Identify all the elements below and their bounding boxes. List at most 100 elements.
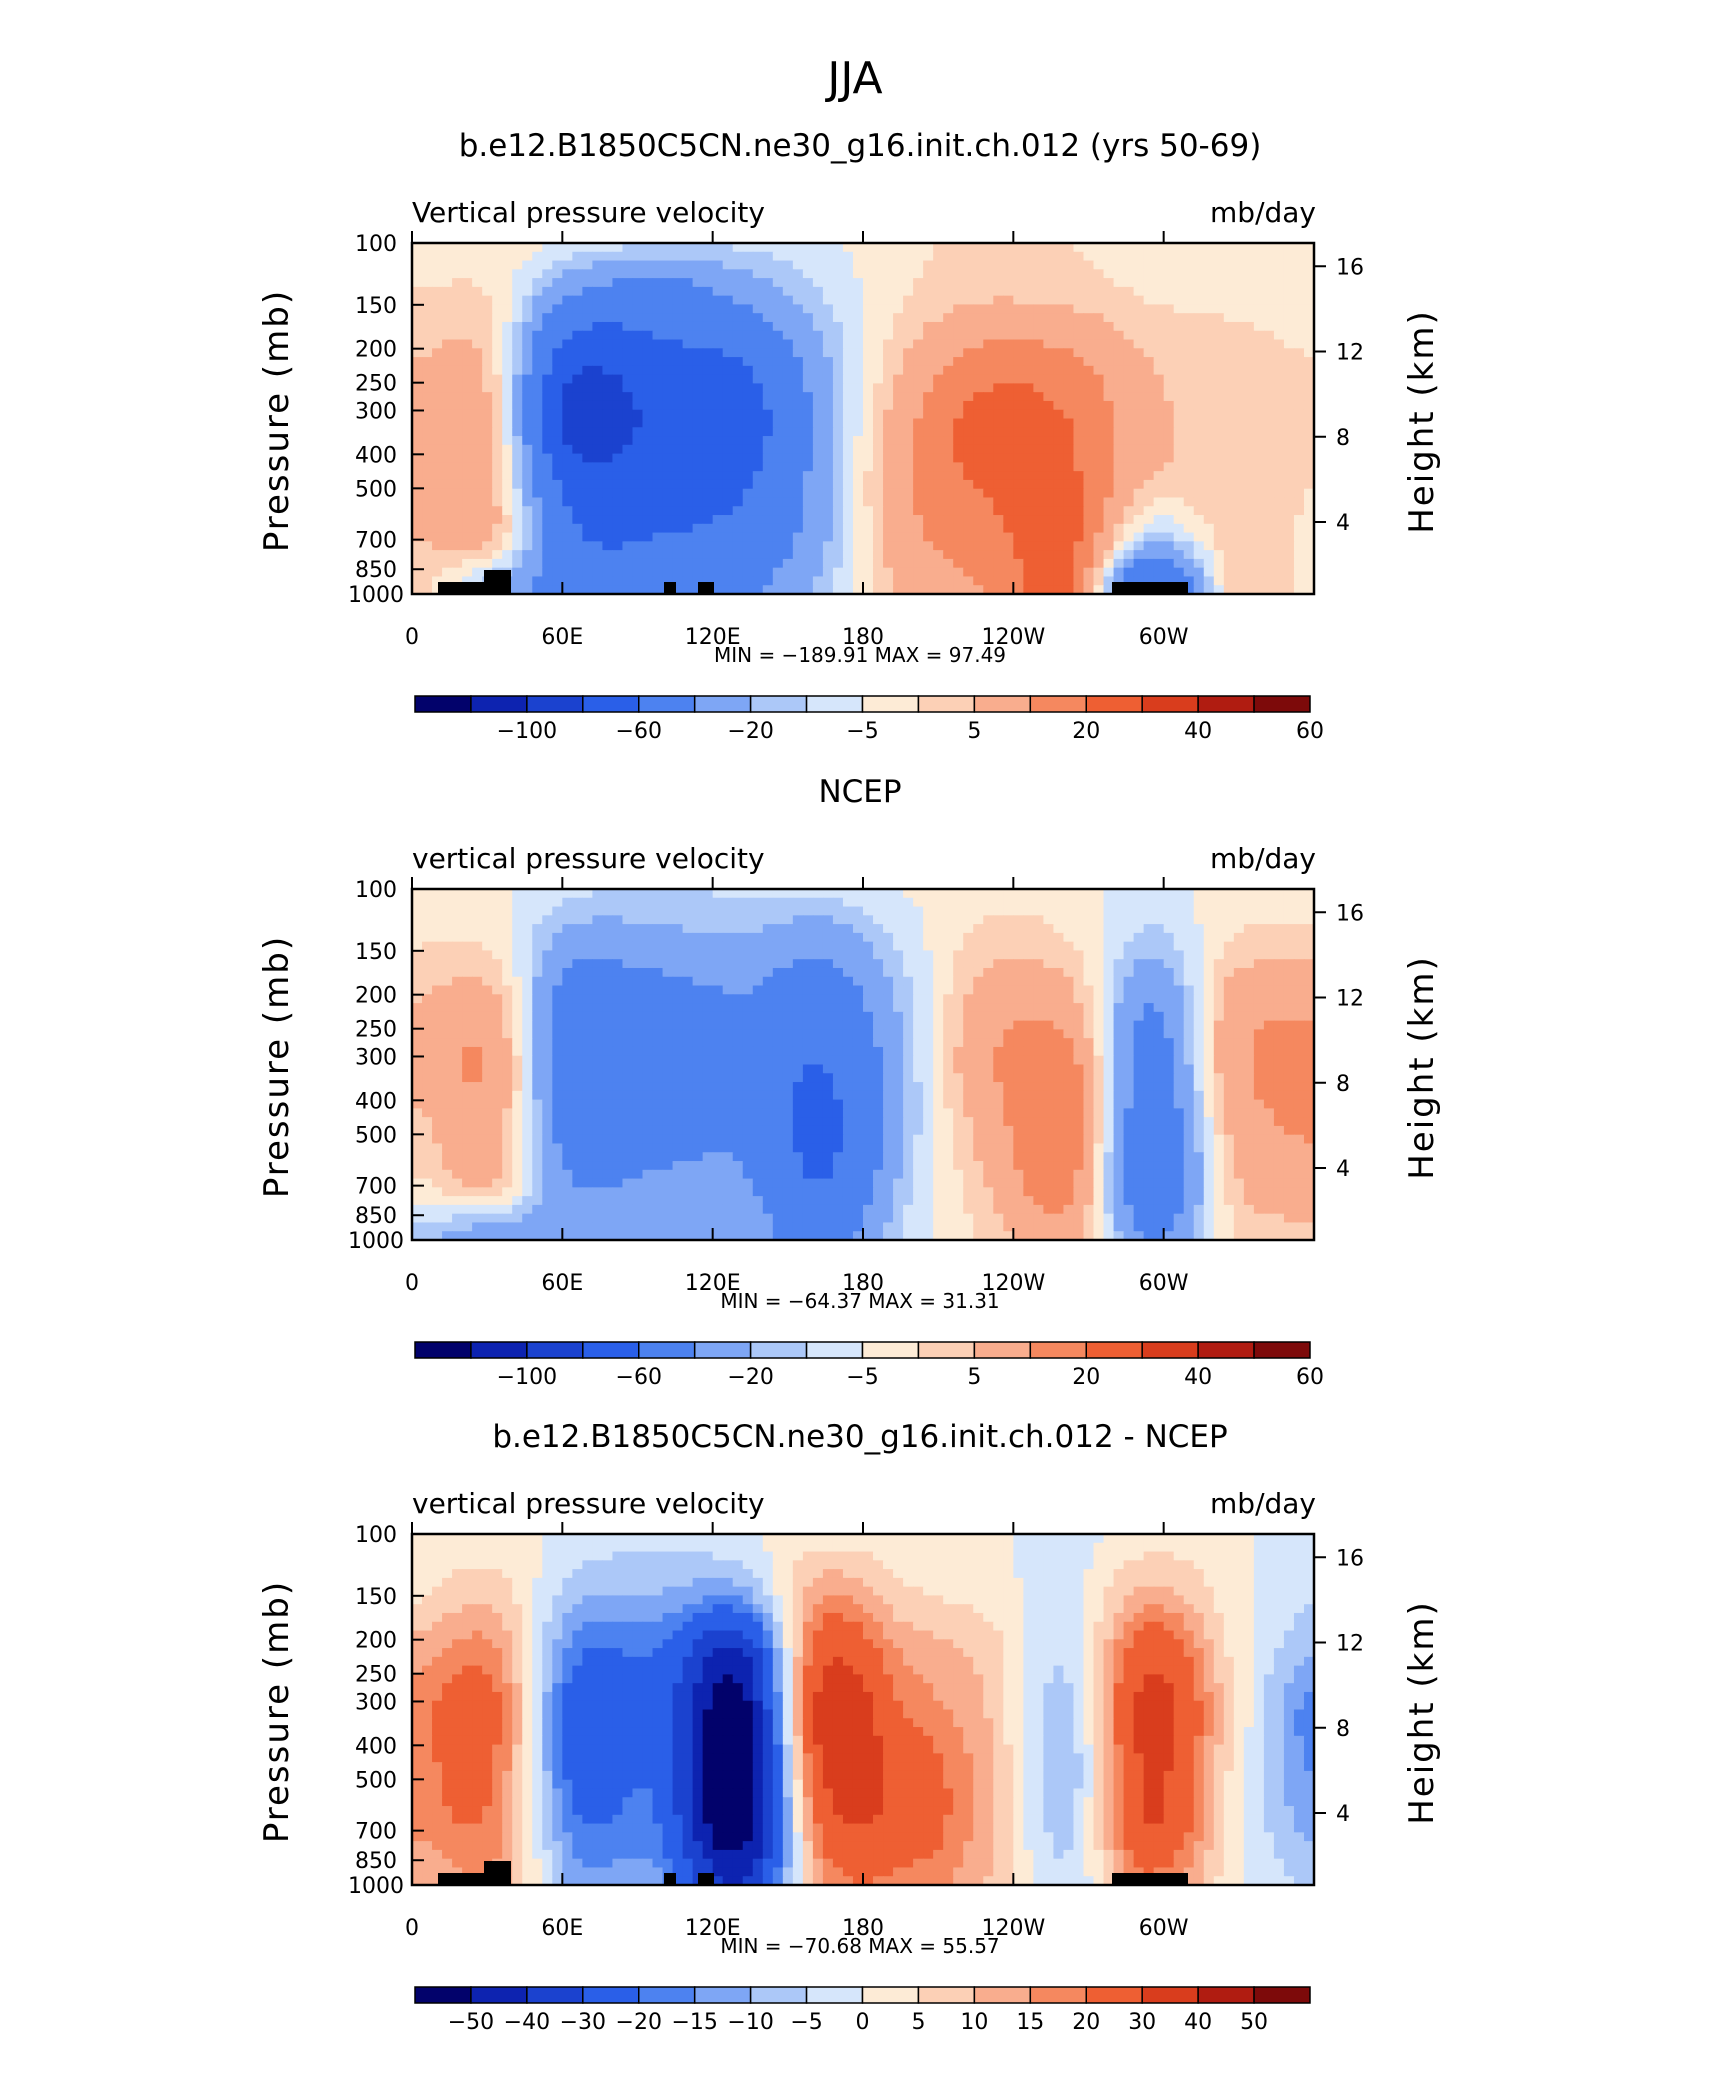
contour-cell (652, 932, 664, 943)
contour-cell (1033, 269, 1044, 279)
contour-cell (1023, 959, 1034, 969)
contour-cell (562, 295, 573, 306)
contour-cell (602, 260, 614, 270)
contour-cell (1043, 550, 1055, 560)
contour-cell (1093, 453, 1105, 463)
contour-cell (742, 313, 754, 323)
contour-cell (432, 488, 443, 499)
contour-cell (1193, 932, 1205, 943)
contour-cell (1193, 1003, 1205, 1013)
contour-cell (1113, 453, 1125, 463)
contour-cell (452, 523, 463, 534)
contour-cell (1143, 444, 1155, 455)
contour-cell (662, 950, 674, 960)
contour-cell (652, 585, 664, 595)
contour-cell (1193, 304, 1205, 314)
contour-cell (702, 924, 714, 934)
contour-cell (472, 915, 483, 925)
contour-cell (1153, 479, 1165, 490)
contour-cell (462, 321, 473, 332)
contour-cell (612, 967, 624, 978)
contour-cell (983, 1003, 994, 1013)
contour-cell (1193, 400, 1205, 411)
contour-cell (792, 515, 804, 525)
contour-cell (482, 497, 493, 507)
contour-cell (1193, 924, 1205, 934)
contour-cell (452, 506, 463, 516)
contour-cell (812, 985, 824, 995)
contour-cell (873, 497, 884, 507)
contour-cell (622, 418, 634, 428)
contour-cell (873, 392, 884, 402)
contour-cell (883, 924, 894, 934)
contour-cell (1003, 567, 1014, 578)
contour-cell (1293, 1003, 1305, 1013)
contour-cell (1213, 532, 1225, 542)
contour-cell (1073, 985, 1085, 995)
contour-cell (532, 243, 543, 253)
contour-cell (1073, 479, 1085, 490)
contour-cell (712, 506, 724, 516)
contour-cell (1193, 339, 1205, 349)
contour-cell (642, 889, 654, 899)
contour-cell (552, 550, 563, 560)
contour-cell (412, 541, 423, 551)
contour-cell (893, 915, 904, 925)
contour-cell (1123, 924, 1135, 934)
contour-cell (1123, 915, 1135, 925)
contour-cell (1293, 976, 1305, 987)
contour-cell (903, 260, 914, 270)
contour-cell (532, 357, 543, 367)
contour-cell (462, 1011, 473, 1022)
contour-cell (452, 243, 463, 253)
contour-cell (1183, 532, 1195, 542)
contour-cell (893, 330, 904, 341)
contour-cell (1263, 889, 1275, 899)
contour-cell (682, 243, 694, 253)
contour-cell (792, 383, 804, 393)
contour-cell (652, 251, 664, 262)
contour-cell (462, 278, 473, 288)
contour-cell (1233, 924, 1245, 934)
contour-cell (1203, 541, 1215, 551)
contour-cell (762, 260, 774, 270)
contour-cell (552, 950, 563, 960)
contour-cell (672, 286, 684, 297)
contour-cell (1013, 976, 1024, 987)
contour-cell (1203, 532, 1215, 542)
contour-cell (903, 976, 914, 987)
contour-cell (983, 462, 994, 472)
contour-cell (1273, 471, 1285, 481)
contour-cell (502, 278, 513, 288)
contour-cell (652, 985, 664, 995)
contour-cell (1273, 479, 1285, 490)
contour-cell (943, 269, 954, 279)
contour-cell (672, 392, 684, 402)
contour-cell (812, 400, 824, 411)
contour-cell (582, 497, 593, 507)
contour-cell (462, 304, 473, 314)
contour-cell (1253, 453, 1265, 463)
contour-cell (1143, 889, 1155, 899)
contour-cell (632, 427, 644, 437)
contour-cell (1303, 462, 1315, 472)
contour-cell (822, 950, 834, 960)
contour-cell (1273, 444, 1285, 455)
contour-cell (782, 924, 794, 934)
contour-cell (1123, 1003, 1135, 1013)
contour-cell (1003, 550, 1014, 560)
contour-cell (622, 985, 634, 995)
contour-cell (1063, 532, 1075, 542)
contour-cell (1193, 585, 1205, 595)
contour-cell (762, 453, 774, 463)
contour-cell (552, 497, 563, 507)
contour-cell (1293, 383, 1305, 393)
contour-cell (672, 897, 684, 908)
contour-cell (1033, 304, 1044, 314)
contour-cell (472, 932, 483, 943)
contour-cell (1143, 950, 1155, 960)
contour-cell (412, 976, 423, 987)
contour-cell (562, 348, 573, 358)
contour-cell (412, 471, 423, 481)
contour-cell (1273, 924, 1285, 934)
